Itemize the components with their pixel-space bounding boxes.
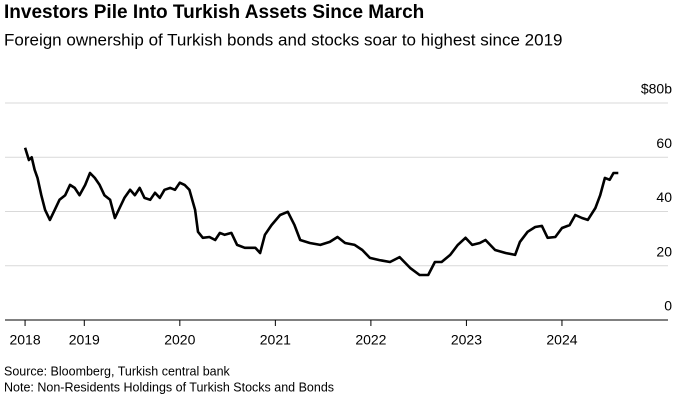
note: Note: Non-Residents Holdings of Turkish …	[4, 380, 334, 394]
y-tick-label: 0	[664, 298, 672, 314]
x-tick-label: 2023	[451, 332, 482, 348]
chart-title: Investors Pile Into Turkish Assets Since…	[4, 2, 424, 23]
line	[23, 147, 619, 277]
source: Source: Bloomberg, Turkish central bank	[4, 364, 231, 378]
chart-subtitle: Foreign ownership of Turkish bonds and s…	[4, 30, 563, 49]
y-tick-label: 40	[656, 189, 672, 205]
x-tick-label: 2020	[164, 332, 195, 348]
x-tick-label: 2021	[260, 332, 291, 348]
y-tick-label: $80b	[641, 81, 672, 97]
x-tick-label: 2018	[9, 332, 40, 348]
y-tick-label: 60	[656, 135, 672, 151]
x-tick-label: 2022	[355, 332, 386, 348]
y-tick-label: 20	[656, 243, 672, 259]
x-tick-label: 2024	[546, 332, 577, 348]
x-tick-label: 2019	[69, 332, 100, 348]
